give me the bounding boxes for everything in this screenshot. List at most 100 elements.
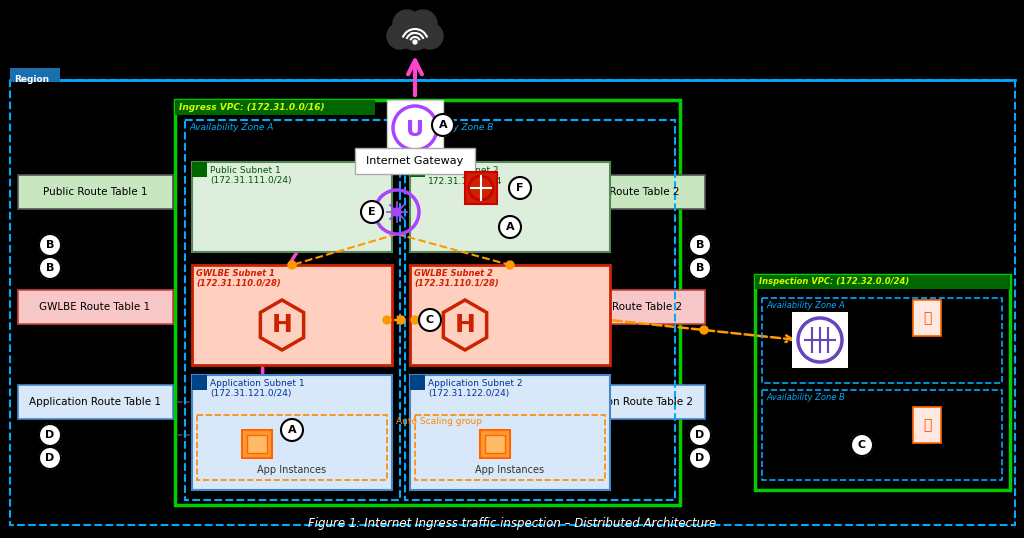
Circle shape [689,234,711,256]
Bar [550,290,705,324]
Text: D: D [695,430,705,440]
Bar [355,148,475,174]
Bar [913,300,941,336]
Bar [410,375,425,390]
Text: B: B [46,263,54,273]
Bar [193,375,392,490]
Text: Application Route Table 2: Application Route Table 2 [561,397,693,407]
Text: Public Subnet 2
172.31.112.0/24: Public Subnet 2 172.31.112.0/24 [428,166,503,186]
Bar [193,162,207,177]
Bar [755,275,1010,289]
Bar [762,298,1002,383]
Text: A: A [506,222,514,232]
Text: F: F [516,183,523,193]
Bar [465,172,497,204]
Circle shape [39,447,61,469]
Text: D: D [45,430,54,440]
Circle shape [397,316,406,324]
Circle shape [689,447,711,469]
Bar [410,162,425,177]
Text: Auto Scaling group: Auto Scaling group [396,417,482,426]
Circle shape [851,434,873,456]
Bar [193,375,207,390]
Circle shape [281,419,303,441]
Bar [410,162,610,252]
Circle shape [432,114,454,136]
Circle shape [689,257,711,279]
Text: H: H [455,313,475,337]
Circle shape [509,177,531,199]
Circle shape [411,316,419,324]
Bar [197,415,387,480]
Bar [242,430,272,458]
Circle shape [288,261,296,269]
Text: Availability Zone B: Availability Zone B [409,124,494,132]
Circle shape [393,208,401,216]
Text: D: D [45,453,54,463]
Circle shape [419,309,441,331]
Text: Internet Gateway: Internet Gateway [367,156,464,166]
Bar [18,290,173,324]
Bar [415,415,605,480]
Bar [755,275,1010,490]
Text: Availability Zone A: Availability Zone A [766,301,845,310]
Text: E: E [369,207,376,217]
Text: B: B [696,240,705,250]
Circle shape [409,10,437,38]
Circle shape [413,40,417,44]
Text: App Instances: App Instances [475,465,545,475]
Bar [480,430,510,458]
Bar [406,120,675,500]
Circle shape [700,326,708,334]
Circle shape [39,424,61,446]
Text: B: B [46,240,54,250]
Circle shape [689,424,711,446]
Text: App Instances: App Instances [257,465,327,475]
Bar [913,407,941,443]
Text: GWLBE Subnet 1
(172.31.110.0/28): GWLBE Subnet 1 (172.31.110.0/28) [196,269,281,288]
Circle shape [506,261,514,269]
Bar [387,100,443,156]
Text: Availability Zone B: Availability Zone B [766,393,845,402]
Text: Public Subnet 1
(172.31.111.0/24): Public Subnet 1 (172.31.111.0/24) [210,166,292,186]
Text: Application Subnet 2
(172.31.122.0/24): Application Subnet 2 (172.31.122.0/24) [428,379,522,399]
Text: Inspection VPC: (172.32.0.0/24): Inspection VPC: (172.32.0.0/24) [759,278,909,287]
Bar [410,265,610,365]
Text: GWLBE Route Table 1: GWLBE Route Table 1 [40,302,151,312]
Circle shape [393,10,421,38]
Text: GWLBE Subnet 2
(172.31.110.1/28): GWLBE Subnet 2 (172.31.110.1/28) [414,269,499,288]
Circle shape [387,23,413,49]
Bar [762,390,1002,480]
Text: Public Route Table 1: Public Route Table 1 [43,187,147,197]
Text: Ingress VPC: (172.31.0.0/16): Ingress VPC: (172.31.0.0/16) [179,103,325,112]
Bar [175,100,375,115]
Text: Public Route Table 2: Public Route Table 2 [574,187,679,197]
Bar [18,175,173,209]
Bar [247,435,267,453]
Text: A: A [438,120,447,130]
Bar [410,375,610,490]
Text: Figure 1: Internet Ingress traffic inspection – Distributed Architecture: Figure 1: Internet Ingress traffic inspe… [308,517,716,530]
Text: B: B [696,263,705,273]
Text: 🔥: 🔥 [923,311,931,325]
Text: 🔥: 🔥 [923,418,931,432]
Text: Application Route Table 1: Application Route Table 1 [29,397,161,407]
Text: H: H [271,313,293,337]
Bar [550,385,705,419]
Circle shape [417,23,443,49]
Bar [175,100,680,505]
Circle shape [39,234,61,256]
Text: Region: Region [14,75,49,84]
Circle shape [361,201,383,223]
Bar [10,80,1015,525]
Text: U: U [406,120,424,140]
Circle shape [39,257,61,279]
Circle shape [499,216,521,238]
Text: Application Subnet 1
(172.31.121.0/24): Application Subnet 1 (172.31.121.0/24) [210,379,304,399]
Text: A: A [288,425,296,435]
Bar [10,68,60,82]
Bar [18,385,173,419]
Text: ~’: ~’ [409,29,421,39]
Text: GWLB: GWLB [805,370,836,380]
Circle shape [397,14,433,50]
